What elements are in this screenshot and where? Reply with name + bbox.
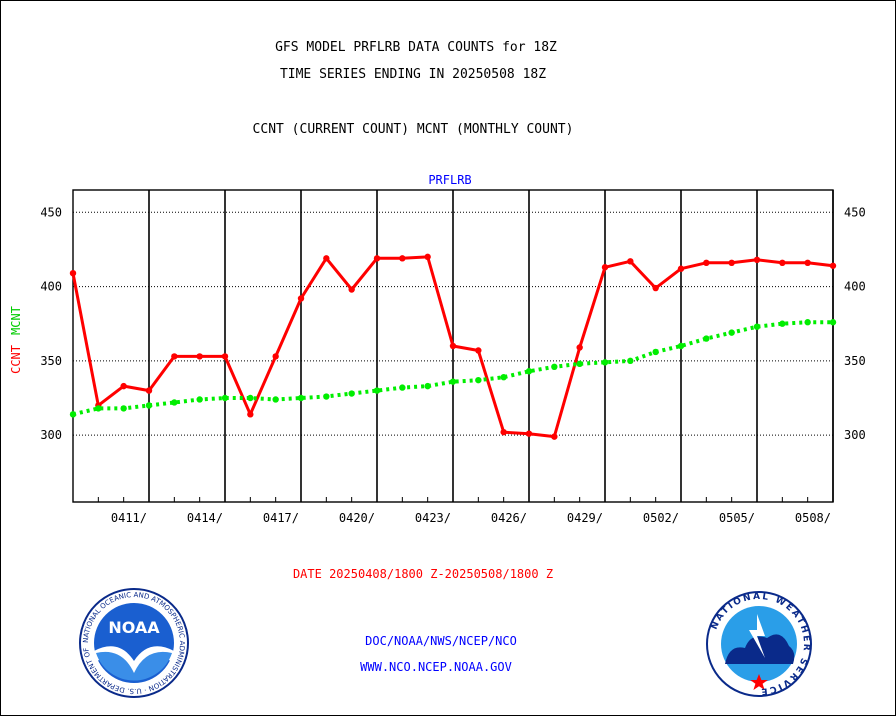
data-point-mcnt: [551, 363, 558, 370]
data-point-mcnt: [525, 368, 533, 375]
data-point-ccnt: [171, 353, 178, 360]
data-point-mcnt: [196, 396, 203, 403]
data-point-ccnt: [475, 347, 482, 354]
data-point-mcnt: [247, 394, 254, 402]
data-point-ccnt: [297, 295, 305, 302]
x-tick-label: 0417/: [263, 511, 299, 525]
noaa-logo-text: NOAA: [108, 618, 160, 637]
data-point-ccnt: [652, 284, 659, 292]
data-point-ccnt: [145, 387, 153, 394]
data-point-ccnt: [551, 433, 558, 440]
noaa-logo: NOAA NATIONAL OCEANIC AND ATMOSPHERIC AD…: [79, 588, 189, 698]
y-tick-label-left: 400: [40, 280, 62, 294]
data-point-mcnt: [753, 323, 761, 330]
data-point-ccnt: [576, 344, 583, 351]
x-tick-label: 0414/: [187, 511, 223, 525]
nws-logo: NATIONAL WEATHER SERVICE: [706, 591, 812, 697]
x-tick-label: 0420/: [339, 511, 375, 525]
y-tick-label-right: 400: [844, 280, 866, 294]
data-point-mcnt: [804, 319, 811, 326]
data-point-mcnt: [627, 357, 634, 365]
data-point-mcnt: [323, 393, 330, 400]
data-point-ccnt: [627, 258, 634, 265]
data-point-mcnt: [829, 319, 837, 326]
x-tick-label: 0423/: [415, 511, 451, 525]
data-point-mcnt: [652, 348, 659, 356]
chart-header-line3: CCNT (CURRENT COUNT) MCNT (MONTHLY COUNT…: [253, 122, 574, 137]
data-point-ccnt: [196, 353, 203, 360]
data-point-mcnt: [373, 387, 381, 394]
data-point-mcnt: [95, 405, 102, 412]
data-point-mcnt: [728, 329, 735, 336]
chart-title: PRFLRB: [428, 173, 471, 187]
org-line: DOC/NOAA/NWS/NCEP/NCO: [365, 634, 517, 648]
data-point-mcnt: [69, 411, 77, 418]
data-point-ccnt: [728, 259, 735, 266]
data-point-ccnt: [804, 259, 811, 266]
data-point-mcnt: [449, 378, 457, 385]
data-point-ccnt: [753, 256, 761, 264]
data-point-mcnt: [475, 376, 482, 384]
data-point-ccnt: [373, 255, 381, 262]
data-point-ccnt: [779, 259, 786, 266]
data-point-ccnt: [601, 264, 609, 271]
x-tick-label: 0429/: [567, 511, 603, 525]
data-point-ccnt: [829, 262, 837, 269]
data-point-mcnt: [677, 342, 685, 350]
x-tick-label: 0505/: [719, 511, 755, 525]
data-point-mcnt: [500, 374, 507, 381]
data-point-ccnt: [424, 253, 431, 261]
data-point-mcnt: [348, 390, 355, 397]
chart-header-line1: GFS MODEL PRFLRB DATA COUNTS for 18Z: [275, 40, 557, 55]
x-tick-label: 0502/: [643, 511, 679, 525]
data-point-ccnt: [323, 255, 330, 262]
data-point-ccnt: [703, 259, 710, 266]
y-tick-label-right: 300: [844, 428, 866, 442]
y-tick-label-left: 300: [40, 428, 62, 442]
url-line: WWW.NCO.NCEP.NOAA.GOV: [360, 660, 512, 674]
y-tick-label-left: 350: [40, 354, 62, 368]
data-point-mcnt: [272, 396, 279, 403]
data-point-mcnt: [703, 335, 710, 342]
data-point-mcnt: [145, 402, 153, 409]
y-axis-label: CCNT MCNT: [9, 306, 23, 374]
data-point-ccnt: [399, 255, 406, 262]
data-point-mcnt: [779, 320, 786, 327]
data-point-ccnt: [449, 342, 457, 350]
data-point-ccnt: [247, 411, 254, 418]
data-point-ccnt: [69, 270, 77, 277]
y-axis-label-ccnt: CCNT: [9, 345, 23, 374]
data-point-ccnt: [272, 353, 279, 360]
data-point-mcnt: [424, 382, 431, 390]
data-point-ccnt: [525, 430, 533, 437]
data-point-mcnt: [221, 394, 229, 402]
plot-area: 300 300 350 350 400 400 450 450 0411/0414/0417/0…: [40, 189, 866, 525]
plot-frame: [72, 189, 834, 503]
date-range-label: DATE 20250408/1800 Z-20250508/1800 Z: [293, 567, 553, 581]
data-point-mcnt: [297, 394, 305, 402]
data-point-ccnt: [221, 353, 229, 360]
x-tick-label: 0426/: [491, 511, 527, 525]
data-point-mcnt: [601, 359, 609, 366]
data-point-mcnt: [171, 399, 178, 406]
y-tick-label-right: 350: [844, 354, 866, 368]
data-point-ccnt: [120, 382, 127, 390]
data-point-ccnt: [677, 265, 685, 272]
y-tick-label-left: 450: [40, 205, 62, 219]
x-tick-label: 0508/: [795, 511, 831, 525]
x-tick-label: 0411/: [111, 511, 147, 525]
data-point-mcnt: [399, 384, 406, 391]
data-point-mcnt: [576, 360, 583, 368]
y-tick-label-right: 450: [844, 205, 866, 219]
data-point-ccnt: [348, 286, 355, 293]
data-point-mcnt: [120, 405, 127, 412]
data-point-ccnt: [500, 428, 507, 436]
y-axis-label-mcnt: MCNT: [9, 306, 23, 335]
chart-header-line2: TIME SERIES ENDING IN 20250508 18Z: [280, 67, 546, 82]
